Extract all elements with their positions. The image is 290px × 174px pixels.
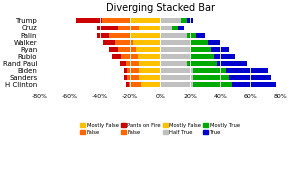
Bar: [118, 47, 136, 52]
Bar: [112, 54, 121, 59]
Bar: [139, 75, 160, 80]
Bar: [217, 61, 247, 66]
Bar: [138, 54, 160, 59]
Bar: [193, 82, 232, 87]
Bar: [160, 18, 181, 23]
Bar: [229, 75, 271, 80]
Bar: [160, 26, 172, 30]
Bar: [133, 40, 160, 45]
Bar: [141, 82, 160, 87]
Bar: [190, 54, 214, 59]
Bar: [190, 40, 208, 45]
Bar: [109, 33, 130, 38]
Bar: [139, 26, 160, 30]
Bar: [97, 33, 109, 38]
Bar: [232, 82, 276, 87]
Bar: [139, 68, 160, 73]
Title: Diverging Stacked Bar: Diverging Stacked Bar: [106, 3, 215, 13]
Bar: [214, 54, 235, 59]
Bar: [97, 26, 118, 30]
Bar: [160, 54, 190, 59]
Bar: [126, 82, 129, 87]
Bar: [160, 40, 190, 45]
Bar: [160, 61, 187, 66]
Bar: [76, 18, 102, 23]
Bar: [127, 68, 139, 73]
Bar: [193, 68, 226, 73]
Legend: Mostly False, False, Pants on Fire, False, Mostly False, Half True, Mostly True,: Mostly False, False, Pants on Fire, Fals…: [81, 122, 240, 135]
Bar: [187, 33, 196, 38]
Bar: [160, 33, 187, 38]
Bar: [124, 75, 127, 80]
Bar: [226, 68, 268, 73]
Bar: [187, 18, 193, 23]
Bar: [193, 75, 229, 80]
Bar: [211, 47, 229, 52]
Bar: [208, 40, 220, 45]
Bar: [190, 47, 211, 52]
Bar: [102, 18, 130, 23]
Bar: [181, 18, 187, 23]
Bar: [130, 33, 160, 38]
Bar: [118, 26, 139, 30]
Bar: [160, 75, 193, 80]
Bar: [172, 26, 178, 30]
Bar: [130, 18, 160, 23]
Bar: [103, 40, 115, 45]
Bar: [160, 47, 190, 52]
Bar: [160, 82, 193, 87]
Bar: [109, 47, 118, 52]
Bar: [124, 68, 127, 73]
Bar: [115, 40, 133, 45]
Bar: [136, 47, 160, 52]
Bar: [187, 61, 217, 66]
Bar: [126, 61, 139, 66]
Bar: [178, 26, 184, 30]
Bar: [120, 61, 126, 66]
Bar: [127, 75, 139, 80]
Bar: [160, 68, 193, 73]
Bar: [121, 54, 138, 59]
Bar: [129, 82, 141, 87]
Bar: [139, 61, 160, 66]
Bar: [196, 33, 205, 38]
